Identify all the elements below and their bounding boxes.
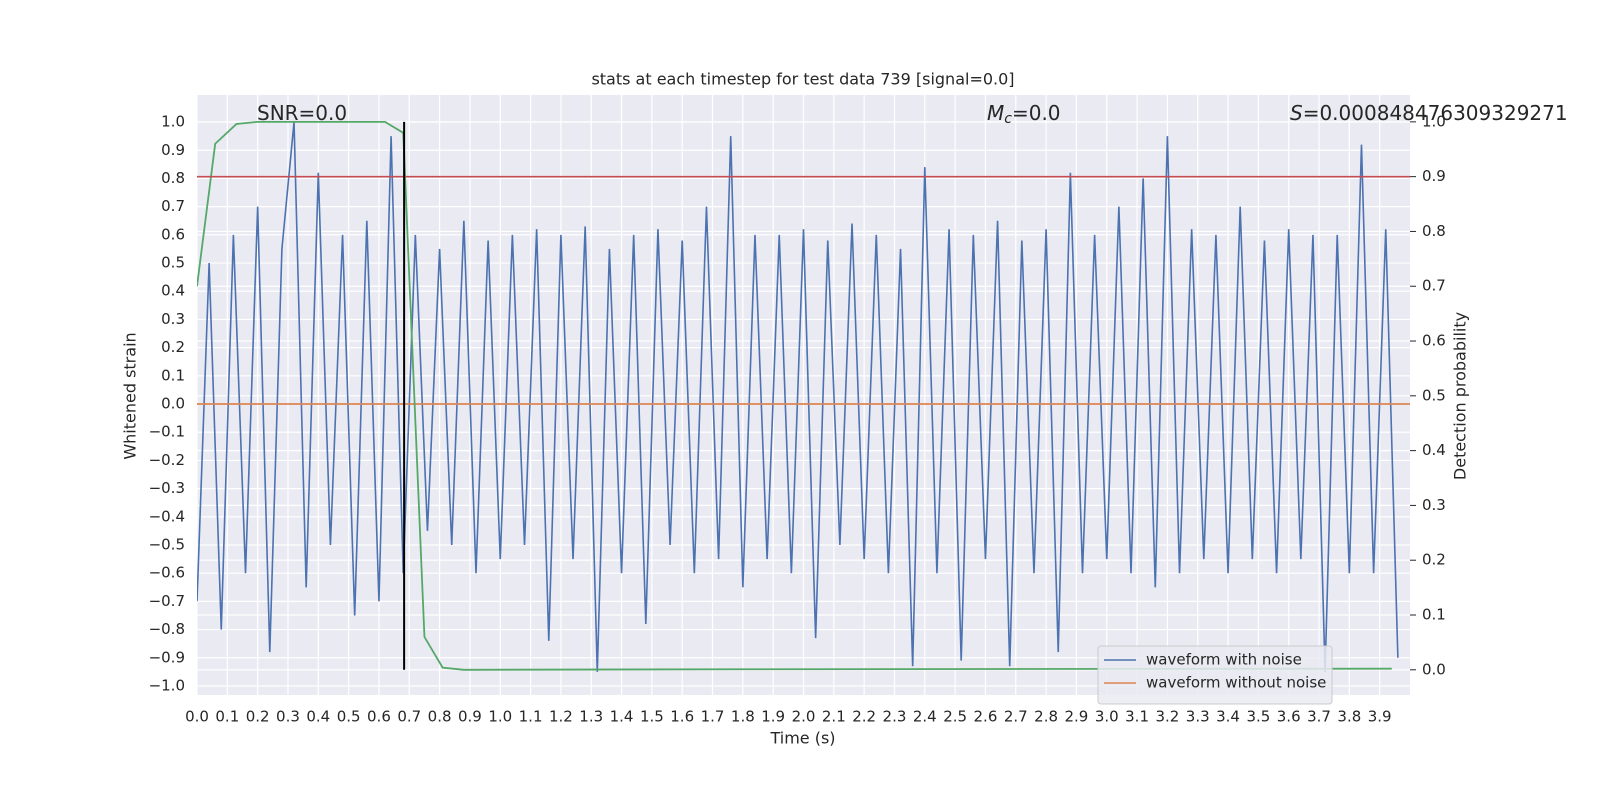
y-tick-label: −0.4 xyxy=(149,507,185,525)
y-tick-label: −1.0 xyxy=(149,676,185,694)
x-tick-label: 1.4 xyxy=(610,708,634,726)
x-tick-label: 0.2 xyxy=(246,708,270,726)
legend-label: waveform with noise xyxy=(1146,651,1302,669)
y2-tick-label: 0.6 xyxy=(1422,332,1446,350)
x-tick-label: 1.8 xyxy=(731,708,755,726)
x-tick-label: 0.0 xyxy=(185,708,209,726)
x-tick-label: 3.8 xyxy=(1337,708,1361,726)
legend-label: waveform without noise xyxy=(1146,674,1326,692)
y-tick-label: −0.6 xyxy=(149,564,185,582)
x-tick-label: 2.5 xyxy=(943,708,967,726)
x-tick-label: 0.7 xyxy=(397,708,421,726)
plot-layer xyxy=(197,120,1410,672)
x-tick-label: 1.5 xyxy=(640,708,664,726)
annotation-text: SNR=0.0 xyxy=(257,101,347,125)
annotation: S=0.000848476309329271 xyxy=(1290,101,1568,125)
y-tick-label: −0.8 xyxy=(149,620,185,638)
y2-tick-label: 1.0 xyxy=(1422,112,1446,130)
y2-tick-label: 0.0 xyxy=(1422,660,1446,678)
y-tick-label: −0.1 xyxy=(149,423,185,441)
x-tick-label: 2.2 xyxy=(852,708,876,726)
y2-axis-label: Detection probability xyxy=(1451,312,1470,480)
y-tick-label: 0.6 xyxy=(161,225,185,243)
y2-tick-label: 0.5 xyxy=(1422,386,1446,404)
x-tick-label: 2.3 xyxy=(883,708,907,726)
y-tick-label: 0.7 xyxy=(161,197,185,215)
x-tick-label: 2.4 xyxy=(913,708,937,726)
x-tick-label: 0.9 xyxy=(458,708,482,726)
x-tick-label: 0.8 xyxy=(428,708,452,726)
series-line xyxy=(197,121,1399,672)
x-tick-label: 0.5 xyxy=(337,708,361,726)
x-tick-label: 3.0 xyxy=(1095,708,1119,726)
x-tick-label: 1.3 xyxy=(579,708,603,726)
y-tick-label: −0.3 xyxy=(149,479,185,497)
x-tick-label: 3.4 xyxy=(1216,708,1240,726)
x-tick-label: 1.9 xyxy=(761,708,785,726)
annotation-subscript: c xyxy=(1004,111,1012,127)
x-tick-label: 2.0 xyxy=(792,708,816,726)
x-tick-label: 1.0 xyxy=(488,708,512,726)
y2-tick-label: 0.1 xyxy=(1422,606,1446,624)
x-axis-label: Time (s) xyxy=(769,729,835,748)
x-tick-label: 2.1 xyxy=(822,708,846,726)
x-tick-label: 3.1 xyxy=(1125,708,1149,726)
x-tick-label: 3.9 xyxy=(1368,708,1392,726)
x-tick-label: 1.7 xyxy=(701,708,725,726)
y-tick-label: −0.2 xyxy=(149,451,185,469)
chart-title: stats at each timestep for test data 739… xyxy=(591,70,1014,89)
x-tick-label: 3.5 xyxy=(1246,708,1270,726)
y-tick-label: 0.9 xyxy=(161,141,185,159)
legend-box xyxy=(1097,645,1333,705)
y2-tick-label: 0.8 xyxy=(1422,222,1446,240)
annotation-text: =0.0 xyxy=(1012,101,1061,125)
x-tick-label: 0.6 xyxy=(367,708,391,726)
y2-tick-label: 0.2 xyxy=(1422,551,1446,569)
x-tick-label: 3.2 xyxy=(1155,708,1179,726)
x-tick-label: 0.4 xyxy=(306,708,330,726)
y-tick-label: 1.0 xyxy=(161,113,185,131)
y2-tick-label: 0.9 xyxy=(1422,167,1446,185)
annotation: SNR=0.0 xyxy=(257,101,347,125)
x-tick-label: 0.1 xyxy=(215,708,239,726)
x-tick-label: 3.7 xyxy=(1307,708,1331,726)
annotation-symbol: M xyxy=(987,101,1004,125)
y-tick-label: −0.9 xyxy=(149,648,185,666)
y2-tick-label: 0.3 xyxy=(1422,496,1446,514)
x-tick-label: 1.2 xyxy=(549,708,573,726)
x-tick-label: 2.6 xyxy=(974,708,998,726)
y-tick-label: 0.3 xyxy=(161,310,185,328)
x-tick-label: 2.7 xyxy=(1004,708,1028,726)
y2-tick-label: 0.7 xyxy=(1422,277,1446,295)
x-tick-label: 2.8 xyxy=(1034,708,1058,726)
y-tick-label: 0.1 xyxy=(161,366,185,384)
y-tick-label: 0.2 xyxy=(161,338,185,356)
grid xyxy=(196,95,1410,695)
y-axis-label: Whitened strain xyxy=(121,332,140,459)
annotation-text: =0.000848476309329271 xyxy=(1303,101,1568,125)
y-tick-label: 0.0 xyxy=(161,395,185,413)
y-tick-label: −0.5 xyxy=(149,536,185,554)
y-tick-label: 0.8 xyxy=(161,169,185,187)
y-tick-label: 0.4 xyxy=(161,282,185,300)
x-tick-label: 2.9 xyxy=(1064,708,1088,726)
annotation-symbol: S xyxy=(1290,101,1303,125)
x-tick-label: 1.1 xyxy=(519,708,543,726)
x-tick-label: 1.6 xyxy=(670,708,694,726)
y-tick-label: −0.7 xyxy=(149,592,185,610)
y2-tick-label: 0.4 xyxy=(1422,441,1446,459)
x-tick-label: 3.3 xyxy=(1186,708,1210,726)
annotation: Mc=0.0 xyxy=(987,101,1061,128)
x-tick-label: 3.6 xyxy=(1277,708,1301,726)
x-tick-label: 0.3 xyxy=(276,708,300,726)
y-tick-label: 0.5 xyxy=(161,254,185,272)
